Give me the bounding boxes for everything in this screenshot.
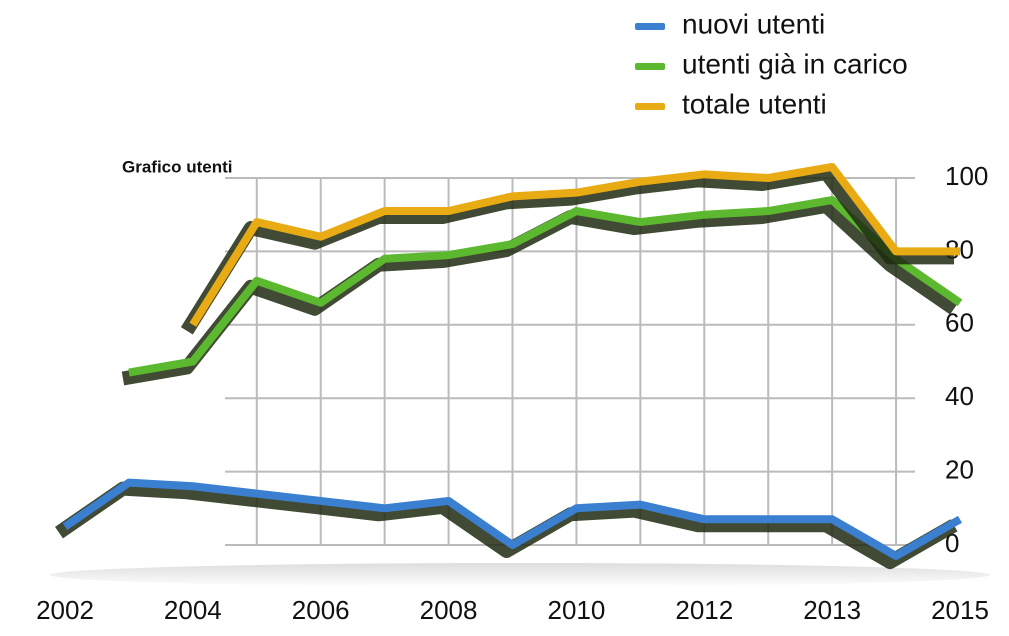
x-tick-label: 2004 [164,595,222,625]
x-tick-label: 2002 [36,595,94,625]
x-tick-label: 2012 [675,595,733,625]
x-tick-label: 2010 [548,595,606,625]
legend-swatch [635,63,665,70]
legend-label: nuovi utenti [682,8,825,39]
y-tick-label: 100 [945,161,988,191]
x-tick-label: 2008 [420,595,478,625]
chart-title: Grafico utenti [122,157,233,176]
y-tick-label: 20 [945,454,974,484]
x-tick-label: 2015 [931,595,989,625]
y-tick-label: 40 [945,381,974,411]
legend-swatch [635,103,665,110]
x-tick-label: 2013 [803,595,861,625]
legend-label: totale utenti [682,88,827,119]
series-line [189,162,960,327]
ribbon-side [55,481,958,570]
series-line [128,196,963,377]
floor-shadow [50,563,990,587]
legend-label: utenti già in carico [682,48,908,79]
x-tick-label: 2006 [292,595,350,625]
ribbon-side [180,165,954,335]
legend-swatch [635,23,665,30]
series-line [62,478,962,561]
